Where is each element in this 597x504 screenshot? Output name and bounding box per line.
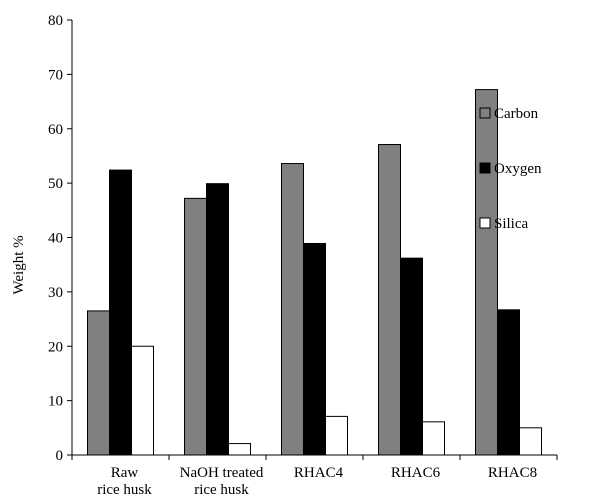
bar-silica: [131, 345, 154, 456]
bar-oxygen: [497, 309, 520, 456]
legend-label-silica: Silica: [494, 216, 529, 232]
legend-swatch-carbon: [479, 107, 491, 119]
bars: [87, 89, 542, 456]
bar-oxygen: [206, 183, 229, 456]
bar-oxygen: [400, 257, 423, 456]
legend-swatch-oxygen: [479, 162, 491, 174]
y-tick-label: 0: [56, 448, 64, 464]
y-axis: 0 10 20 30 40 50 60 70 80: [48, 13, 73, 464]
y-tick-label: 40: [48, 231, 63, 247]
bar-oxygen: [303, 242, 326, 456]
bar-oxygen: [109, 169, 132, 456]
bar-silica: [228, 443, 251, 456]
y-tick-label: 70: [48, 67, 63, 83]
y-tick-label: 60: [48, 122, 63, 138]
bar-carbon: [184, 197, 207, 456]
legend-swatch-silica: [479, 217, 491, 229]
bar-silica: [325, 415, 348, 456]
y-tick-label: 80: [48, 13, 63, 29]
y-tick-label: 20: [48, 339, 63, 355]
x-category-label: RHAC8: [488, 465, 537, 481]
bar-carbon: [475, 89, 498, 456]
x-category-label: RHAC4: [294, 465, 344, 481]
bar-carbon: [378, 144, 401, 456]
x-category-label: NaOH treated rice husk: [180, 465, 264, 498]
bar-carbon: [87, 310, 110, 456]
bar-silica: [422, 421, 445, 456]
bar-carbon: [281, 163, 304, 456]
y-tick-label: 50: [48, 176, 63, 192]
x-axis: Raw rice husk NaOH treated rice husk RHAC4 RH…: [71, 454, 558, 498]
legend: Carbon Oxygen Silica: [479, 106, 542, 232]
y-axis-label: Weight %: [11, 235, 27, 294]
legend-label-oxygen: Oxygen: [494, 161, 542, 177]
y-tick-label: 30: [48, 285, 63, 301]
bar-silica: [519, 427, 542, 456]
legend-label-carbon: Carbon: [494, 106, 539, 122]
y-tick-label: 10: [48, 394, 63, 410]
x-category-label: RHAC6: [391, 465, 441, 481]
x-category-label: Raw rice husk: [97, 465, 152, 498]
